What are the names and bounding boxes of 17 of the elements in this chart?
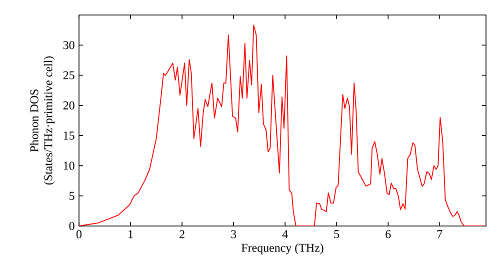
y-tick-label: 0 bbox=[69, 222, 74, 230]
x-tick-label: 0 bbox=[76, 230, 82, 238]
y-tick-label: 5 bbox=[70, 192, 74, 200]
y-tick-label: 15 bbox=[64, 132, 74, 140]
x-tick-label: 4 bbox=[282, 230, 288, 238]
x-tick-label: 1 bbox=[128, 230, 133, 238]
y-axis-title: Phonon DOS (States/THz·primitive cell) bbox=[30, 56, 55, 185]
x-tick-label: 6 bbox=[386, 230, 391, 238]
y-tick-label: 30 bbox=[63, 41, 74, 50]
y-tick-label: 25 bbox=[63, 71, 74, 80]
x-tick-label: 3 bbox=[231, 230, 236, 238]
x-tick-label: 5 bbox=[334, 230, 340, 238]
x-tick-label: 7 bbox=[437, 230, 442, 238]
y-tick-label: 20 bbox=[63, 101, 74, 110]
x-axis-title: Frequency (THz) bbox=[242, 243, 324, 254]
y-tick-label: 10 bbox=[64, 162, 74, 170]
x-tick-label: 2 bbox=[180, 230, 184, 238]
